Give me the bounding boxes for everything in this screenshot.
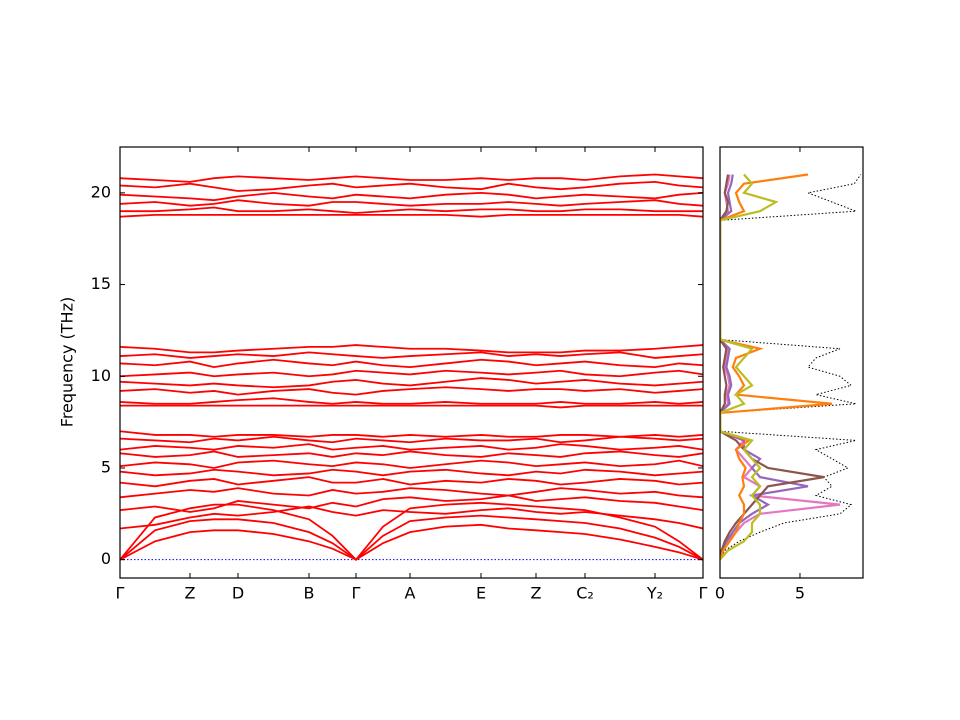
band (120, 206, 703, 214)
band (120, 358, 703, 369)
band (120, 430, 703, 438)
x-tick-label: Z (531, 584, 542, 603)
x-tick-label: Γ (699, 584, 708, 603)
band (120, 468, 703, 477)
x-tick-label: 5 (795, 584, 805, 603)
band (120, 487, 703, 499)
total-dos (720, 174, 862, 560)
band (120, 514, 703, 561)
axes-frame (719, 146, 864, 579)
partial-dos (720, 174, 825, 560)
x-tick-label: B (304, 584, 315, 603)
band (120, 397, 703, 405)
axes-frame (119, 146, 704, 579)
y-tick-label: 5 (101, 457, 111, 476)
band (120, 443, 703, 451)
y-tick-label: 20 (91, 182, 111, 201)
band (120, 191, 703, 202)
x-tick-label: Γ (116, 584, 125, 603)
x-tick-label: Γ (352, 584, 361, 603)
x-tick-label: Y₂ (646, 584, 663, 603)
band (120, 404, 703, 409)
x-tick-label: C₂ (576, 584, 594, 603)
band (120, 351, 703, 359)
band (120, 505, 703, 530)
y-tick-label: 0 (101, 549, 111, 568)
x-tick-label: A (405, 584, 416, 603)
partial-dos (720, 173, 779, 561)
band (120, 173, 703, 183)
x-tick-label: D (232, 584, 244, 603)
band (120, 523, 703, 561)
y-tick-label: 10 (91, 366, 111, 385)
band (120, 180, 703, 192)
x-tick-label: Z (185, 584, 196, 603)
band (120, 386, 703, 396)
band (120, 476, 703, 488)
band (120, 450, 703, 458)
band (120, 344, 703, 354)
band (120, 213, 703, 218)
band (120, 494, 703, 513)
band (120, 199, 703, 207)
y-tick-label: 15 (91, 274, 111, 293)
band (120, 435, 703, 444)
band (120, 377, 703, 389)
band (120, 459, 703, 469)
x-tick-label: E (476, 584, 486, 603)
y-axis-label: Frequency (THz) (58, 297, 77, 427)
partial-dos (720, 173, 833, 561)
band (120, 369, 703, 378)
x-tick-label: 0 (715, 584, 725, 603)
